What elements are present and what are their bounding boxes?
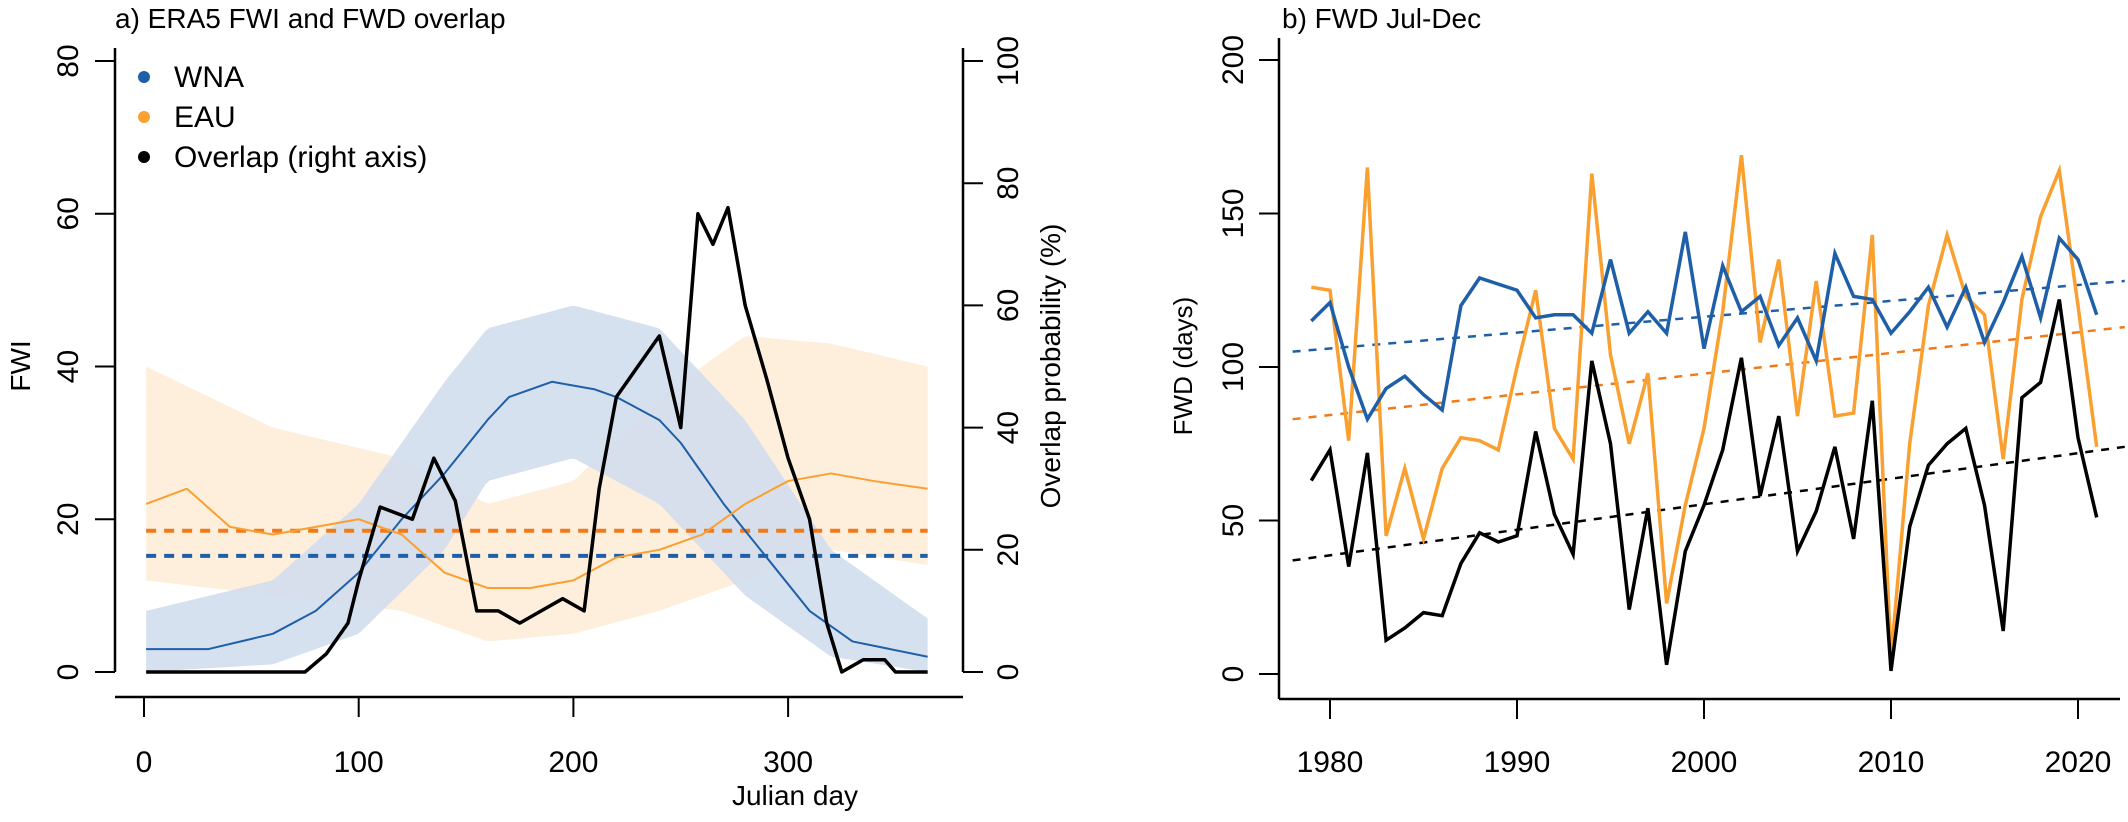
- legend-marker-wna: [138, 71, 150, 83]
- panel-b-title: b) FWD Jul-Dec: [1282, 3, 1481, 34]
- y-tick-label: 50: [1217, 504, 1250, 537]
- series-line-overlap: [1309, 299, 2099, 672]
- x-tick-label: 0: [136, 746, 153, 779]
- x-tick-label: 300: [763, 746, 813, 779]
- series-line-wna: [1310, 231, 2099, 424]
- y-tick-label-right: 0: [992, 664, 1025, 681]
- series-line-eau: [1311, 154, 2099, 659]
- series-line-overlap: [146, 205, 928, 674]
- y-tick-label: 40: [52, 350, 85, 383]
- legend: WNA EAU Overlap (right axis): [138, 61, 427, 174]
- series-line-eau: [145, 472, 928, 589]
- panel-a-xlabel: Julian day: [732, 780, 858, 811]
- trend-line-overlap: [1292, 445, 2125, 562]
- x-tick-label: 200: [548, 746, 598, 779]
- legend-label-wna: WNA: [174, 61, 244, 94]
- y-tick-label-right: 60: [992, 289, 1025, 322]
- y-tick-label: 20: [52, 503, 85, 536]
- panel-a-title: a) ERA5 FWI and FWD overlap: [115, 3, 506, 34]
- panel-a: a) ERA5 FWI and FWD overlap Julian day F…: [5, 3, 1066, 811]
- panel-b: b) FWD Jul-Dec FWD (days) 1980 1990 2000 20…: [1168, 3, 2125, 779]
- y-tick-label: 0: [1217, 666, 1250, 683]
- x-tick-label: 1980: [1297, 746, 1364, 779]
- series-line-wna: [146, 380, 928, 658]
- x-tick-label: 100: [334, 746, 384, 779]
- x-tick-label: 1990: [1484, 746, 1551, 779]
- y-tick-label-right: 100: [992, 36, 1025, 86]
- y-tick-label-right: 80: [992, 167, 1025, 200]
- y-tick-label-right: 20: [992, 533, 1025, 566]
- y-tick-label: 60: [52, 197, 85, 230]
- x-tick-label: 2020: [2045, 746, 2112, 779]
- y-tick-label-right: 40: [992, 411, 1025, 444]
- legend-label-eau: EAU: [174, 101, 236, 134]
- y-tick-label: 200: [1217, 35, 1250, 85]
- legend-marker-eau: [138, 111, 150, 123]
- legend-marker-overlap: [138, 151, 150, 163]
- panel-b-ylabel: FWD (days): [1168, 297, 1198, 436]
- y-tick-label: 150: [1217, 188, 1250, 238]
- panel-a-ylabel: FWI: [5, 340, 36, 391]
- y-tick-label: 80: [52, 44, 85, 77]
- x-tick-label: 2000: [1671, 746, 1738, 779]
- y-tick-label: 100: [1217, 342, 1250, 392]
- trend-line-eau: [1292, 325, 2125, 421]
- band-wna: [146, 305, 928, 672]
- panel-a-ylabel-right: Overlap probability (%): [1035, 224, 1066, 509]
- legend-label-overlap: Overlap (right axis): [174, 141, 427, 174]
- y-tick-label: 0: [52, 664, 85, 681]
- x-tick-label: 2010: [1858, 746, 1925, 779]
- trend-line-wna: [1292, 279, 2125, 353]
